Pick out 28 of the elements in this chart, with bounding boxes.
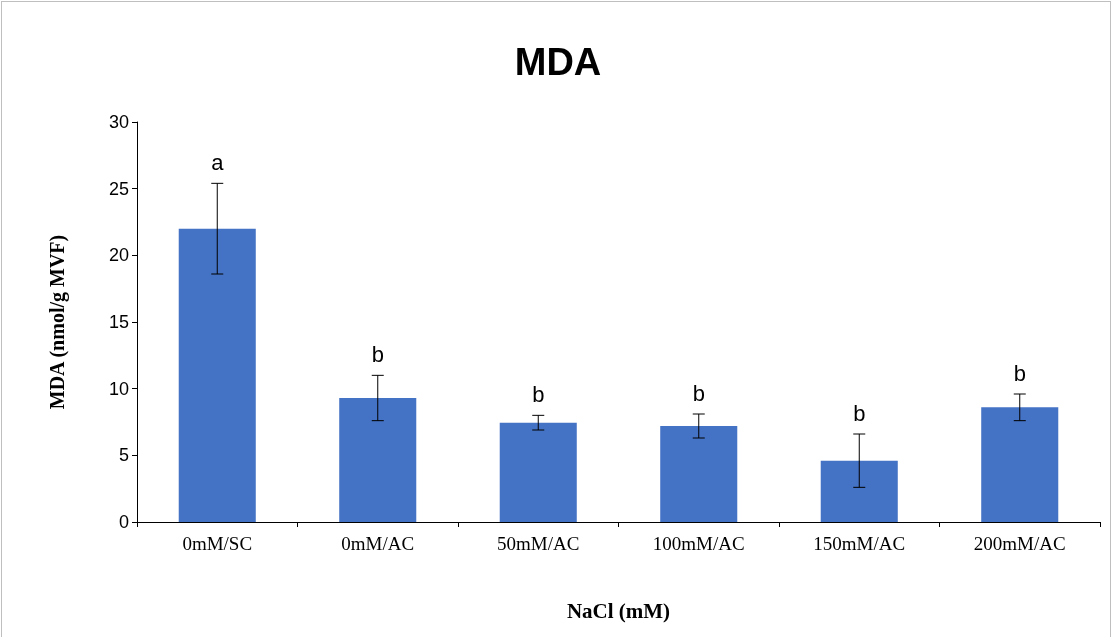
annotation: b bbox=[692, 380, 705, 406]
x-tick-label: 150mM/AC bbox=[813, 533, 906, 554]
y-tick-label: 10 bbox=[108, 378, 129, 399]
x-tick-label: 100mM/AC bbox=[652, 533, 745, 554]
x-tick-label: 50mM/AC bbox=[497, 533, 580, 554]
annotation: b bbox=[1013, 360, 1026, 386]
x-tick-label: 0mM/AC bbox=[341, 533, 415, 554]
annotation: b bbox=[853, 400, 866, 426]
y-tick-label: 5 bbox=[118, 445, 129, 466]
bar bbox=[660, 426, 738, 522]
y-tick-label: 25 bbox=[108, 178, 129, 199]
bar bbox=[178, 228, 256, 522]
annotation: a bbox=[211, 149, 225, 175]
y-tick-label: 15 bbox=[108, 312, 129, 332]
y-tick-label: 0 bbox=[118, 512, 129, 532]
y-tick-label: 30 bbox=[108, 112, 129, 132]
bar bbox=[339, 398, 417, 522]
y-tick-label: 20 bbox=[108, 245, 129, 266]
chart-title: MDA bbox=[514, 41, 602, 83]
annotation: b bbox=[371, 341, 384, 367]
x-tick-label: 200mM/AC bbox=[973, 533, 1066, 554]
bar bbox=[981, 407, 1059, 522]
bar bbox=[820, 460, 898, 522]
y-axis-title: MDA (nmol/g MVF) bbox=[46, 234, 69, 410]
x-tick-label: 0mM/SC bbox=[182, 533, 253, 554]
bar bbox=[499, 422, 577, 522]
annotation: b bbox=[532, 381, 545, 407]
x-axis-title: NaCl (mM) bbox=[566, 598, 671, 623]
